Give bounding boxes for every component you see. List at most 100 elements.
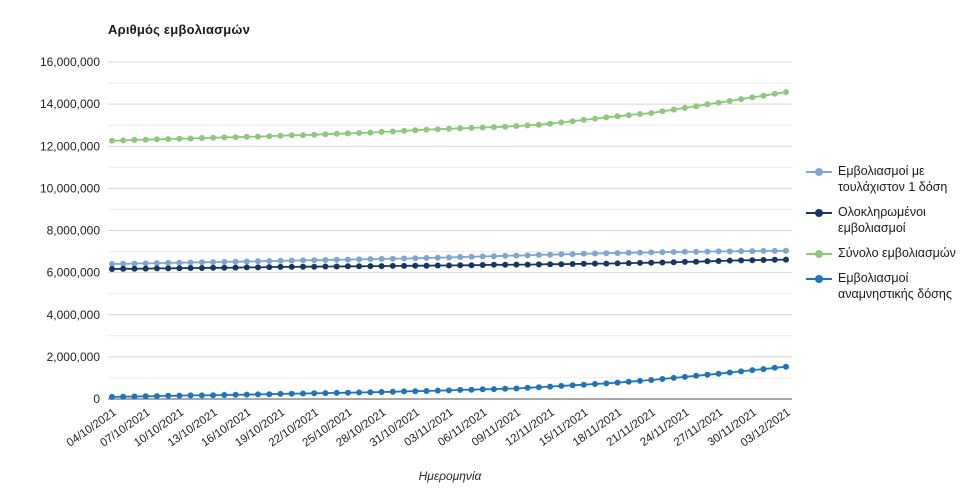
data-point	[333, 256, 340, 263]
data-point	[378, 255, 385, 262]
data-point	[434, 126, 441, 133]
data-point	[446, 387, 452, 394]
data-point	[592, 115, 598, 122]
data-point	[726, 98, 733, 104]
data-point	[726, 369, 733, 376]
data-point	[356, 256, 363, 263]
data-point	[277, 263, 284, 270]
data-point	[659, 376, 666, 382]
data-point	[255, 258, 261, 265]
data-point	[535, 384, 542, 391]
data-point	[513, 123, 520, 129]
data-point	[131, 265, 138, 272]
legend-item-3[interactable]: Εμβολιασμοί αναμνηστικής δόσης	[806, 270, 958, 302]
data-point	[378, 128, 385, 135]
data-point	[153, 393, 160, 400]
data-point	[389, 255, 396, 262]
data-point	[311, 263, 318, 270]
data-point	[704, 248, 711, 255]
data-point	[131, 260, 138, 267]
data-point	[221, 258, 228, 265]
data-point	[457, 262, 464, 269]
data-point	[165, 136, 172, 143]
legend-item-0[interactable]: Εμβολιασμοί με τουλάχιστον 1 δόση	[806, 163, 958, 195]
data-point	[760, 247, 767, 254]
data-point	[198, 135, 205, 141]
data-point	[479, 124, 486, 131]
data-point	[614, 250, 621, 256]
data-point	[165, 265, 172, 272]
data-point	[693, 248, 700, 255]
data-point	[637, 377, 643, 384]
legend-item-1[interactable]: Ολοκληρωμένοι εμβολιασμοί	[806, 204, 958, 236]
data-point	[344, 263, 351, 270]
data-point	[771, 247, 778, 254]
data-point	[187, 265, 194, 271]
legend-label: Σύνολο εμβολιασμών	[838, 246, 956, 260]
data-point	[176, 392, 183, 399]
data-point	[592, 250, 598, 257]
data-point	[603, 260, 610, 267]
data-point	[131, 393, 138, 400]
data-point	[232, 391, 239, 398]
data-point	[535, 261, 542, 268]
data-point	[648, 259, 655, 266]
data-point	[344, 389, 351, 396]
y-tick-label: 2,000,000	[47, 350, 101, 364]
legend-marker-icon	[806, 164, 832, 179]
data-point	[446, 125, 452, 132]
data-point	[457, 125, 464, 132]
data-point	[715, 370, 722, 377]
data-point	[142, 265, 149, 272]
data-point	[547, 120, 554, 127]
data-point	[614, 260, 621, 267]
data-point	[423, 262, 430, 269]
data-point	[255, 133, 261, 140]
data-point	[637, 111, 643, 117]
data-point	[580, 250, 587, 257]
data-point	[749, 94, 756, 101]
data-point	[592, 381, 598, 387]
legend-item-2[interactable]: Σύνολο εμβολιασμών	[806, 245, 958, 261]
data-point	[681, 248, 688, 255]
data-point	[468, 386, 475, 393]
data-point	[165, 392, 172, 399]
data-point	[311, 131, 318, 138]
data-point	[704, 101, 711, 108]
data-point	[592, 260, 598, 267]
data-point	[490, 124, 497, 131]
chart-title: Αριθμός εμβολιασμών	[108, 22, 251, 37]
data-point	[401, 127, 408, 134]
data-point	[569, 251, 576, 258]
data-point	[120, 137, 127, 144]
y-tick-label: 12,000,000	[40, 139, 100, 153]
legend-marker-icon	[806, 246, 832, 261]
data-point	[198, 392, 205, 399]
data-point	[479, 253, 486, 260]
data-point	[457, 254, 464, 260]
series-line-2	[111, 91, 787, 142]
data-point	[693, 372, 700, 379]
data-point	[502, 385, 509, 392]
data-point	[120, 260, 127, 267]
data-point	[513, 261, 520, 268]
data-point	[266, 264, 273, 271]
data-point	[625, 260, 632, 267]
data-point	[322, 263, 329, 270]
data-point	[176, 259, 183, 266]
data-point	[423, 126, 430, 133]
data-point	[288, 263, 295, 270]
data-point	[266, 133, 273, 140]
data-point	[378, 263, 385, 270]
data-point	[412, 262, 419, 269]
data-point	[704, 371, 711, 378]
data-point	[637, 249, 643, 256]
data-point	[288, 132, 295, 139]
data-point	[681, 258, 688, 265]
data-point	[153, 136, 160, 143]
data-point	[468, 253, 475, 260]
data-point	[580, 116, 587, 123]
data-point	[648, 110, 655, 116]
data-point	[502, 252, 509, 259]
data-point	[232, 258, 239, 265]
